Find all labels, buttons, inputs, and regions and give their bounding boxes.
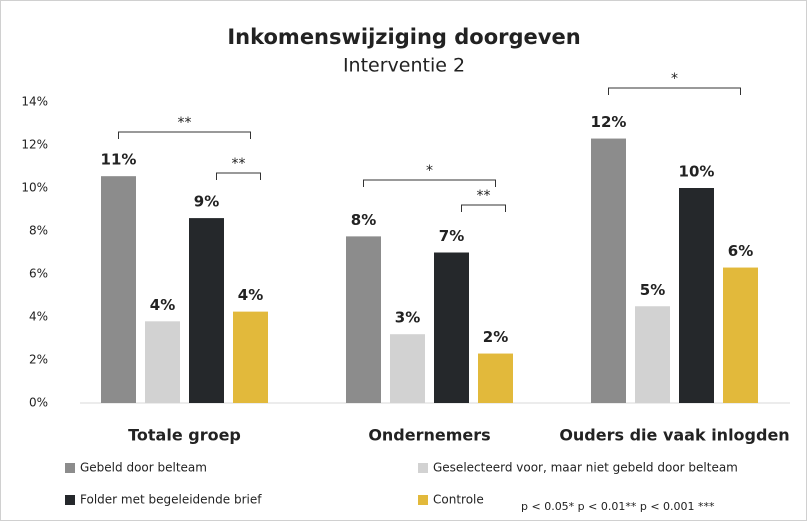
chart-title: Inkomenswijziging doorgeven xyxy=(227,25,580,49)
bar xyxy=(591,138,626,404)
y-tick-label: 14% xyxy=(21,95,48,109)
value-label: 5% xyxy=(640,281,665,299)
significance-label: ** xyxy=(232,156,246,172)
legend-swatch xyxy=(418,495,428,505)
legend-swatch xyxy=(65,495,75,505)
value-label: 3% xyxy=(395,309,420,327)
significance-bracket xyxy=(363,179,496,187)
bar xyxy=(723,267,758,403)
legend-swatch xyxy=(65,463,75,473)
y-tick-label: 6% xyxy=(29,267,48,281)
value-label: 4% xyxy=(238,286,263,304)
bar xyxy=(346,236,381,403)
value-label: 10% xyxy=(679,163,715,181)
x-tick-label: Totale groep xyxy=(128,426,241,445)
y-tick-label: 10% xyxy=(21,181,48,195)
x-tick-label: Ondernemers xyxy=(368,426,490,445)
value-label: 6% xyxy=(728,242,753,260)
value-label: 2% xyxy=(483,328,508,346)
value-label: 12% xyxy=(591,113,627,131)
significance-bracket xyxy=(216,172,261,180)
significance-label: ** xyxy=(178,115,192,131)
value-label: 8% xyxy=(351,211,376,229)
significance-label: ** xyxy=(477,188,491,204)
y-tick-label: 8% xyxy=(29,224,48,238)
bar xyxy=(635,306,670,403)
significance-label: * xyxy=(671,71,678,87)
y-tick-label: 12% xyxy=(21,138,48,152)
significance-bracket xyxy=(461,204,506,212)
bar xyxy=(233,311,268,403)
legend-label: Folder met begeleidende brief xyxy=(80,493,262,507)
bar xyxy=(434,252,469,403)
bar xyxy=(478,353,513,403)
y-tick-label: 4% xyxy=(29,310,48,324)
legend-label: Controle xyxy=(433,493,484,507)
value-label: 9% xyxy=(194,193,219,211)
x-tick-label: Ouders die vaak inlogden xyxy=(559,426,789,445)
significance-bracket xyxy=(608,87,741,95)
legend-label: Geselecteerd voor, maar niet gebeld door… xyxy=(433,461,738,475)
footnote: p < 0.05* p < 0.01** p < 0.001 *** xyxy=(521,500,715,513)
bar xyxy=(101,176,136,403)
significance-bracket xyxy=(118,131,251,139)
chart-subtitle: Interventie 2 xyxy=(343,55,465,77)
value-label: 4% xyxy=(150,296,175,314)
legend-label: Gebeld door belteam xyxy=(80,461,207,475)
y-tick-label: 2% xyxy=(29,353,48,367)
value-label: 7% xyxy=(439,227,464,245)
y-tick-label: 0% xyxy=(29,396,48,410)
bar xyxy=(145,321,180,403)
value-label: 11% xyxy=(101,151,137,169)
significance-label: * xyxy=(426,163,433,179)
legend-swatch xyxy=(418,463,428,473)
bar xyxy=(390,334,425,403)
bar xyxy=(679,188,714,403)
bar xyxy=(189,218,224,403)
